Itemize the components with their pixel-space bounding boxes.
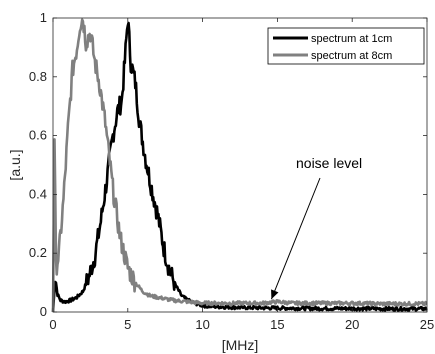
legend-label-8cm: spectrum at 8cm — [311, 50, 392, 62]
noise-annotation: noise level — [270, 155, 362, 300]
y-tick-label: 0.4 — [29, 186, 47, 201]
legend-box — [267, 27, 425, 65]
axes-layer — [52, 17, 428, 313]
noise-arrow-line — [270, 177, 321, 300]
x-tick-label: 5 — [124, 317, 131, 332]
noise-arrow-head — [271, 289, 279, 300]
noise-level-label: noise level — [296, 155, 362, 171]
tick-layer: 0 5 10 15 20 25 0 0.2 0.4 0.6 0.8 1 — [29, 10, 434, 332]
legend: spectrum at 1cm spectrum at 8cm — [267, 27, 425, 65]
x-tick-label: 15 — [270, 317, 284, 332]
y-tick-label: 0 — [40, 304, 47, 319]
y-tick-label: 0.2 — [29, 245, 47, 260]
x-axis-label: [MHz] — [222, 337, 259, 353]
series-line-8cm — [51, 18, 428, 313]
y-tick-label: 0.8 — [29, 69, 47, 84]
y-axis-label: [a.u.] — [7, 149, 23, 180]
legend-label-1cm: spectrum at 1cm — [311, 33, 392, 45]
x-tick-label: 25 — [420, 317, 434, 332]
series-line-1cm — [51, 21, 428, 313]
x-tick-label: 20 — [345, 317, 359, 332]
y-tick-label: 1 — [40, 10, 47, 25]
x-tick-label: 10 — [195, 317, 209, 332]
plot-area — [53, 18, 427, 312]
series-layer — [51, 18, 428, 313]
axes-box — [52, 17, 428, 313]
x-tick-label: 0 — [49, 317, 56, 332]
y-tick-label: 0.6 — [29, 128, 47, 143]
